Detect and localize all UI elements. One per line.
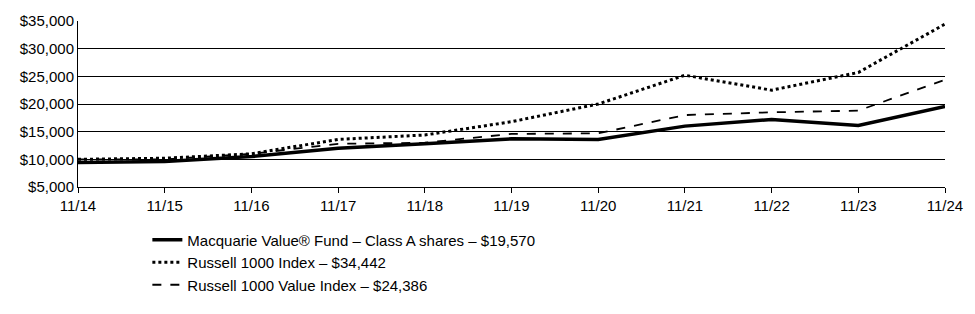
- svg-text:11/19: 11/19: [493, 197, 529, 214]
- svg-text:$25,000: $25,000: [20, 68, 74, 85]
- svg-text:$15,000: $15,000: [20, 123, 74, 140]
- svg-text:11/16: 11/16: [233, 197, 269, 214]
- svg-text:11/15: 11/15: [146, 197, 182, 214]
- svg-text:11/23: 11/23: [840, 197, 876, 214]
- svg-text:$5,000: $5,000: [28, 178, 74, 195]
- svg-text:Russell 1000 Index – $34,442: Russell 1000 Index – $34,442: [187, 254, 385, 271]
- svg-text:$20,000: $20,000: [20, 95, 74, 112]
- svg-text:11/22: 11/22: [753, 197, 789, 214]
- svg-text:Macquarie Value® Fund – Class: Macquarie Value® Fund – Class A shares –…: [187, 232, 535, 249]
- svg-text:$30,000: $30,000: [20, 40, 74, 57]
- svg-text:11/18: 11/18: [407, 197, 443, 214]
- svg-text:$10,000: $10,000: [20, 151, 74, 168]
- svg-text:Russell 1000 Value Index – $24: Russell 1000 Value Index – $24,386: [187, 277, 427, 294]
- svg-text:11/14: 11/14: [60, 197, 96, 214]
- svg-text:11/20: 11/20: [580, 197, 616, 214]
- svg-text:$35,000: $35,000: [20, 12, 74, 29]
- svg-text:11/24: 11/24: [927, 197, 963, 214]
- svg-text:11/21: 11/21: [667, 197, 703, 214]
- svg-text:11/17: 11/17: [320, 197, 356, 214]
